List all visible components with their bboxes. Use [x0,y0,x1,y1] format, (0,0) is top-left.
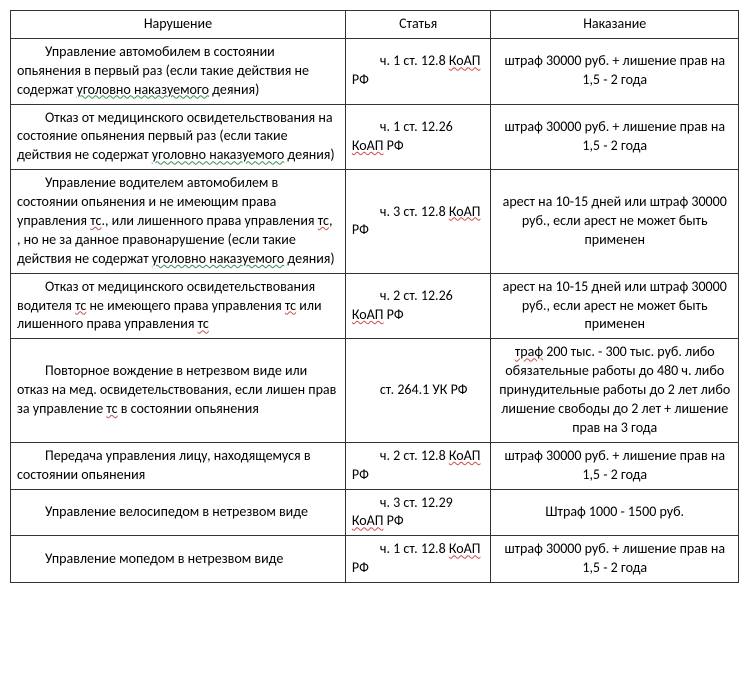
cell-violation: Управление мопедом в нетрезвом виде [11,536,346,583]
table-row: Управление велосипедом в нетрезвом видеч… [11,489,739,536]
header-violation: Нарушение [11,11,346,39]
table-row: Повторное вождение в нетрезвом виде или … [11,339,739,442]
cell-punishment: штраф 30000 руб. + лишение прав на 1,5 -… [491,104,739,170]
cell-violation: Управление автомобилем в состоянии опьян… [11,38,346,104]
table-row: Отказ от медицинского освидетельствовани… [11,273,739,339]
cell-punishment: арест на 10-15 дней или штраф 30000 руб.… [491,170,739,273]
table-row: Управление мопедом в нетрезвом видеч. 1 … [11,536,739,583]
cell-punishment: арест на 10-15 дней или штраф 30000 руб.… [491,273,739,339]
cell-punishment: штраф 30000 руб. + лишение прав на 1,5 -… [491,442,739,489]
cell-violation: Отказ от медицинского освидетельствовани… [11,273,346,339]
cell-punishment: Штраф 1000 - 1500 руб. [491,489,739,536]
cell-article: ч. 1 ст. 12.8 КоАП РФ [345,38,491,104]
cell-punishment: штраф 30000 руб. + лишение прав на 1,5 -… [491,38,739,104]
cell-article: ч. 1 ст. 12.8 КоАП РФ [345,536,491,583]
cell-article: ч. 3 ст. 12.29 КоАП РФ [345,489,491,536]
cell-article: ст. 264.1 УК РФ [345,339,491,442]
cell-article: ч. 3 ст. 12.8 КоАП РФ [345,170,491,273]
table-row: Отказ от медицинского освидетельствовани… [11,104,739,170]
table-body: Управление автомобилем в состоянии опьян… [11,38,739,582]
cell-article: ч. 2 ст. 12.8 КоАП РФ [345,442,491,489]
table-header-row: Нарушение Статья Наказание [11,11,739,39]
cell-article: ч. 1 ст. 12.26 КоАП РФ [345,104,491,170]
penalties-table: Нарушение Статья Наказание Управление ав… [10,10,739,583]
cell-violation: Повторное вождение в нетрезвом виде или … [11,339,346,442]
table-row: Управление автомобилем в состоянии опьян… [11,38,739,104]
header-article: Статья [345,11,491,39]
table-row: Управление водителем автомобилем в состо… [11,170,739,273]
cell-punishment: траф 200 тыс. - 300 тыс. руб. либо обяза… [491,339,739,442]
cell-article: ч. 2 ст. 12.26 КоАП РФ [345,273,491,339]
cell-violation: Управление водителем автомобилем в состо… [11,170,346,273]
cell-violation: Передача управления лицу, находящемуся в… [11,442,346,489]
cell-violation: Отказ от медицинского освидетельствовани… [11,104,346,170]
header-punishment: Наказание [491,11,739,39]
table-row: Передача управления лицу, находящемуся в… [11,442,739,489]
cell-violation: Управление велосипедом в нетрезвом виде [11,489,346,536]
cell-punishment: штраф 30000 руб. + лишение прав на 1,5 -… [491,536,739,583]
